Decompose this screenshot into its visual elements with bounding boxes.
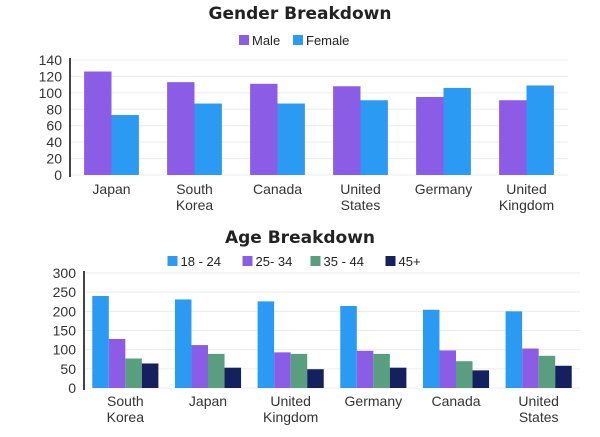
legend-label: Female xyxy=(306,33,349,48)
legend-label: Male xyxy=(252,33,280,48)
bar xyxy=(84,71,112,175)
x-tick-label: Canada xyxy=(253,181,302,197)
legend-item: Female xyxy=(293,33,349,48)
bar xyxy=(208,353,225,388)
legend: Male Female xyxy=(239,33,349,48)
bar xyxy=(167,82,195,175)
bar xyxy=(360,100,388,175)
bar xyxy=(422,309,440,388)
y-tick-label: 50 xyxy=(60,361,76,377)
x-tick-label: Japan xyxy=(92,181,130,197)
y-tick-label: 100 xyxy=(53,342,77,358)
x-tick-label: South xyxy=(176,181,213,197)
legend-swatch xyxy=(167,256,178,266)
bar xyxy=(174,299,192,388)
legend-item: 18 - 24 xyxy=(167,254,221,269)
chart-title: Age Breakdown xyxy=(225,228,375,248)
bar xyxy=(389,367,407,388)
bar xyxy=(333,86,361,175)
bar xyxy=(443,87,471,175)
y-tick-label: 60 xyxy=(46,118,62,134)
legend-swatch xyxy=(242,256,253,266)
bar xyxy=(522,348,539,388)
legend: 18 - 24 25- 34 35 - 44 45+ xyxy=(167,254,421,269)
bar xyxy=(526,85,554,175)
legend-swatch xyxy=(310,256,321,266)
x-tick-label: Korea xyxy=(176,197,214,213)
x-tick-label: Germany xyxy=(345,393,403,409)
bar xyxy=(125,358,142,388)
bar xyxy=(307,369,324,388)
bar xyxy=(92,296,109,388)
bar xyxy=(439,350,456,388)
bar xyxy=(472,370,490,388)
bar xyxy=(416,96,444,175)
legend-label: 18 - 24 xyxy=(181,254,221,269)
bar xyxy=(499,100,527,175)
bar xyxy=(274,352,291,388)
y-tick-label: 150 xyxy=(53,323,77,339)
x-tick-label: Japan xyxy=(189,393,227,409)
bar xyxy=(456,361,473,388)
x-tick-label: United xyxy=(506,181,546,197)
bar xyxy=(108,338,126,388)
y-tick-label: 140 xyxy=(39,52,63,68)
bar xyxy=(224,367,242,388)
x-tick-label: States xyxy=(341,197,381,213)
bar xyxy=(194,103,222,175)
x-tick-label: Germany xyxy=(415,181,473,197)
legend-item: 45+ xyxy=(385,254,421,269)
legend-item: 25- 34 xyxy=(242,254,293,269)
bar xyxy=(505,311,523,388)
bar xyxy=(290,353,308,388)
y-tick-label: 120 xyxy=(39,68,63,84)
legend-label: 45+ xyxy=(399,254,421,269)
x-tick-label: Korea xyxy=(107,409,145,425)
x-tick-label: United xyxy=(340,181,380,197)
y-tick-label: 100 xyxy=(39,85,63,101)
legend-swatch xyxy=(385,256,396,266)
bar xyxy=(356,350,374,388)
chart-0: Gender Breakdown Male Female 02040608010012… xyxy=(39,4,568,213)
legend-item: 35 - 44 xyxy=(310,254,364,269)
legend-swatch xyxy=(239,35,249,45)
y-tick-label: 80 xyxy=(46,101,62,117)
chart-title: Gender Breakdown xyxy=(209,4,392,24)
legend-swatch xyxy=(293,35,303,45)
bar xyxy=(191,345,208,388)
y-tick-label: 0 xyxy=(68,380,76,396)
x-tick-label: Kingdom xyxy=(263,409,318,425)
bar xyxy=(141,363,159,388)
bar xyxy=(250,83,278,175)
bar xyxy=(555,365,572,388)
bar xyxy=(277,103,305,175)
bar xyxy=(340,305,357,388)
y-tick-label: 300 xyxy=(53,265,77,281)
legend-label: 35 - 44 xyxy=(324,254,364,269)
x-tick-label: Canada xyxy=(431,393,480,409)
chart-1: Age Breakdown 18 - 24 25- 34 35 - 44 45+ 0 50 1… xyxy=(53,228,580,425)
bar xyxy=(538,355,556,388)
y-tick-label: 40 xyxy=(46,134,62,150)
legend-item: Male xyxy=(239,33,280,48)
y-tick-label: 200 xyxy=(53,303,77,319)
x-tick-label: United xyxy=(270,393,310,409)
x-tick-label: South xyxy=(107,393,144,409)
y-tick-label: 20 xyxy=(46,151,62,167)
bar xyxy=(373,353,390,388)
x-tick-label: United xyxy=(518,393,558,409)
x-tick-label: States xyxy=(519,409,559,425)
bar xyxy=(257,301,275,388)
y-tick-label: 250 xyxy=(53,284,77,300)
bar xyxy=(111,115,139,175)
legend-label: 25- 34 xyxy=(256,254,293,269)
y-tick-label: 0 xyxy=(54,167,62,183)
x-tick-label: Kingdom xyxy=(499,197,554,213)
